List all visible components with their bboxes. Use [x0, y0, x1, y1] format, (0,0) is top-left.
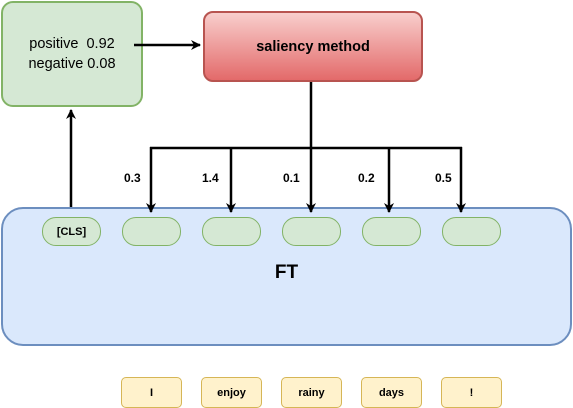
token-embedding-slot-5	[442, 217, 501, 246]
token-embedding-slot-2	[202, 217, 261, 246]
cls-token-label: [CLS]	[56, 225, 87, 238]
saliency-score-5: 0.5	[435, 171, 452, 185]
cls-token: [CLS]	[42, 217, 101, 246]
saliency-method-box: saliency method	[203, 11, 423, 82]
saliency-score-4: 0.2	[358, 171, 375, 185]
saliency-score-2: 1.4	[202, 171, 219, 185]
input-word-5: !	[441, 377, 502, 408]
ft-model-label: FT	[274, 262, 299, 283]
saliency-score-3: 0.1	[283, 171, 300, 185]
token-embedding-slot-3	[282, 217, 341, 246]
input-word-2: enjoy	[201, 377, 262, 408]
input-word-4: days	[361, 377, 422, 408]
input-word-1: I	[121, 377, 182, 408]
positive-probability: positive 0.92	[29, 36, 115, 52]
negative-probability: negative 0.08	[28, 56, 116, 72]
output-probabilities-box: positive 0.92 negative 0.08	[1, 1, 143, 107]
saliency-score-1: 0.3	[124, 171, 141, 185]
token-embedding-slot-1	[122, 217, 181, 246]
saliency-method-label: saliency method	[256, 38, 370, 55]
token-embedding-slot-4	[362, 217, 421, 246]
input-word-3: rainy	[281, 377, 342, 408]
